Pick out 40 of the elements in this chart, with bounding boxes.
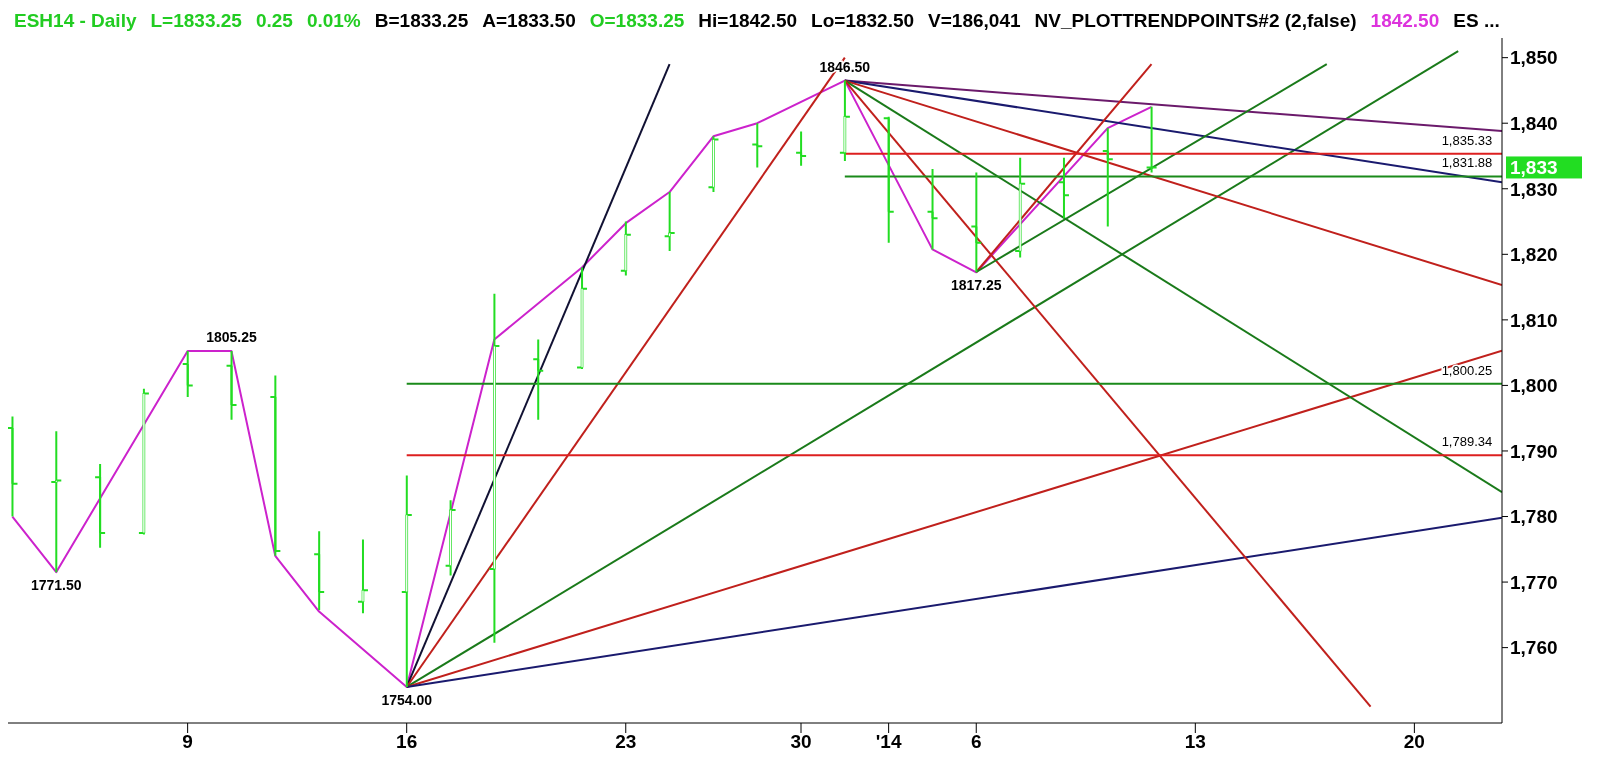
annotation: 1,831.88 [1441, 155, 1493, 171]
text: 1,833 [1510, 157, 1558, 179]
y-tick-label: 1,820 [1510, 244, 1558, 266]
x-tick-label: 23 [615, 731, 637, 753]
y-tick-label: 1,760 [1510, 637, 1558, 659]
y-tick-label: 1,780 [1510, 506, 1558, 528]
annotation: 1,835.33 [1441, 132, 1493, 148]
y-tick-label: 1,770 [1510, 571, 1558, 593]
x-tick-label: 30 [790, 731, 812, 753]
chart-title: ESH14 - Daily [14, 10, 137, 32]
text: 0.25 [255, 10, 293, 32]
y-tick-label: 1,800 [1510, 375, 1558, 397]
text: A=1833.50 [482, 10, 576, 32]
text: NV_PLOTTRENDPOINTS#2 (2,false) [1034, 10, 1357, 32]
x-tick-label: '14 [875, 731, 902, 753]
text: V=186,041 [928, 10, 1021, 32]
text: Lo=1832.50 [811, 10, 915, 32]
y-tick-label: 1,790 [1510, 440, 1558, 462]
text: 0.01% [306, 10, 361, 32]
y-tick-label: 1,810 [1510, 309, 1558, 331]
x-tick-label: 9 [182, 731, 193, 753]
annotation: 1754.00 [381, 691, 433, 708]
x-tick-label: 16 [396, 731, 418, 753]
annotation: 1805.25 [206, 329, 257, 345]
x-tick-label: 20 [1403, 731, 1425, 753]
x-tick-label: 6 [970, 731, 982, 753]
y-tick-label: 1,830 [1510, 178, 1558, 200]
annotation: 1,789.34 [1441, 434, 1493, 450]
text: O=1833.25 [589, 10, 685, 32]
annotation: 1817.25 [950, 277, 1002, 294]
text: 1842.50 [1370, 10, 1440, 32]
y-tick-label: 1,850 [1510, 47, 1558, 69]
text: B=1833.25 [374, 10, 469, 32]
annotation: 1771.50 [30, 577, 82, 594]
x-tick-label: 13 [1184, 731, 1206, 753]
text: Hi=1842.50 [698, 10, 798, 32]
annotation: 1,800.25 [1441, 362, 1493, 378]
text: L=1833.25 [150, 10, 242, 32]
y-tick-label: 1,840 [1510, 112, 1558, 134]
text: ES ... [1453, 10, 1500, 32]
